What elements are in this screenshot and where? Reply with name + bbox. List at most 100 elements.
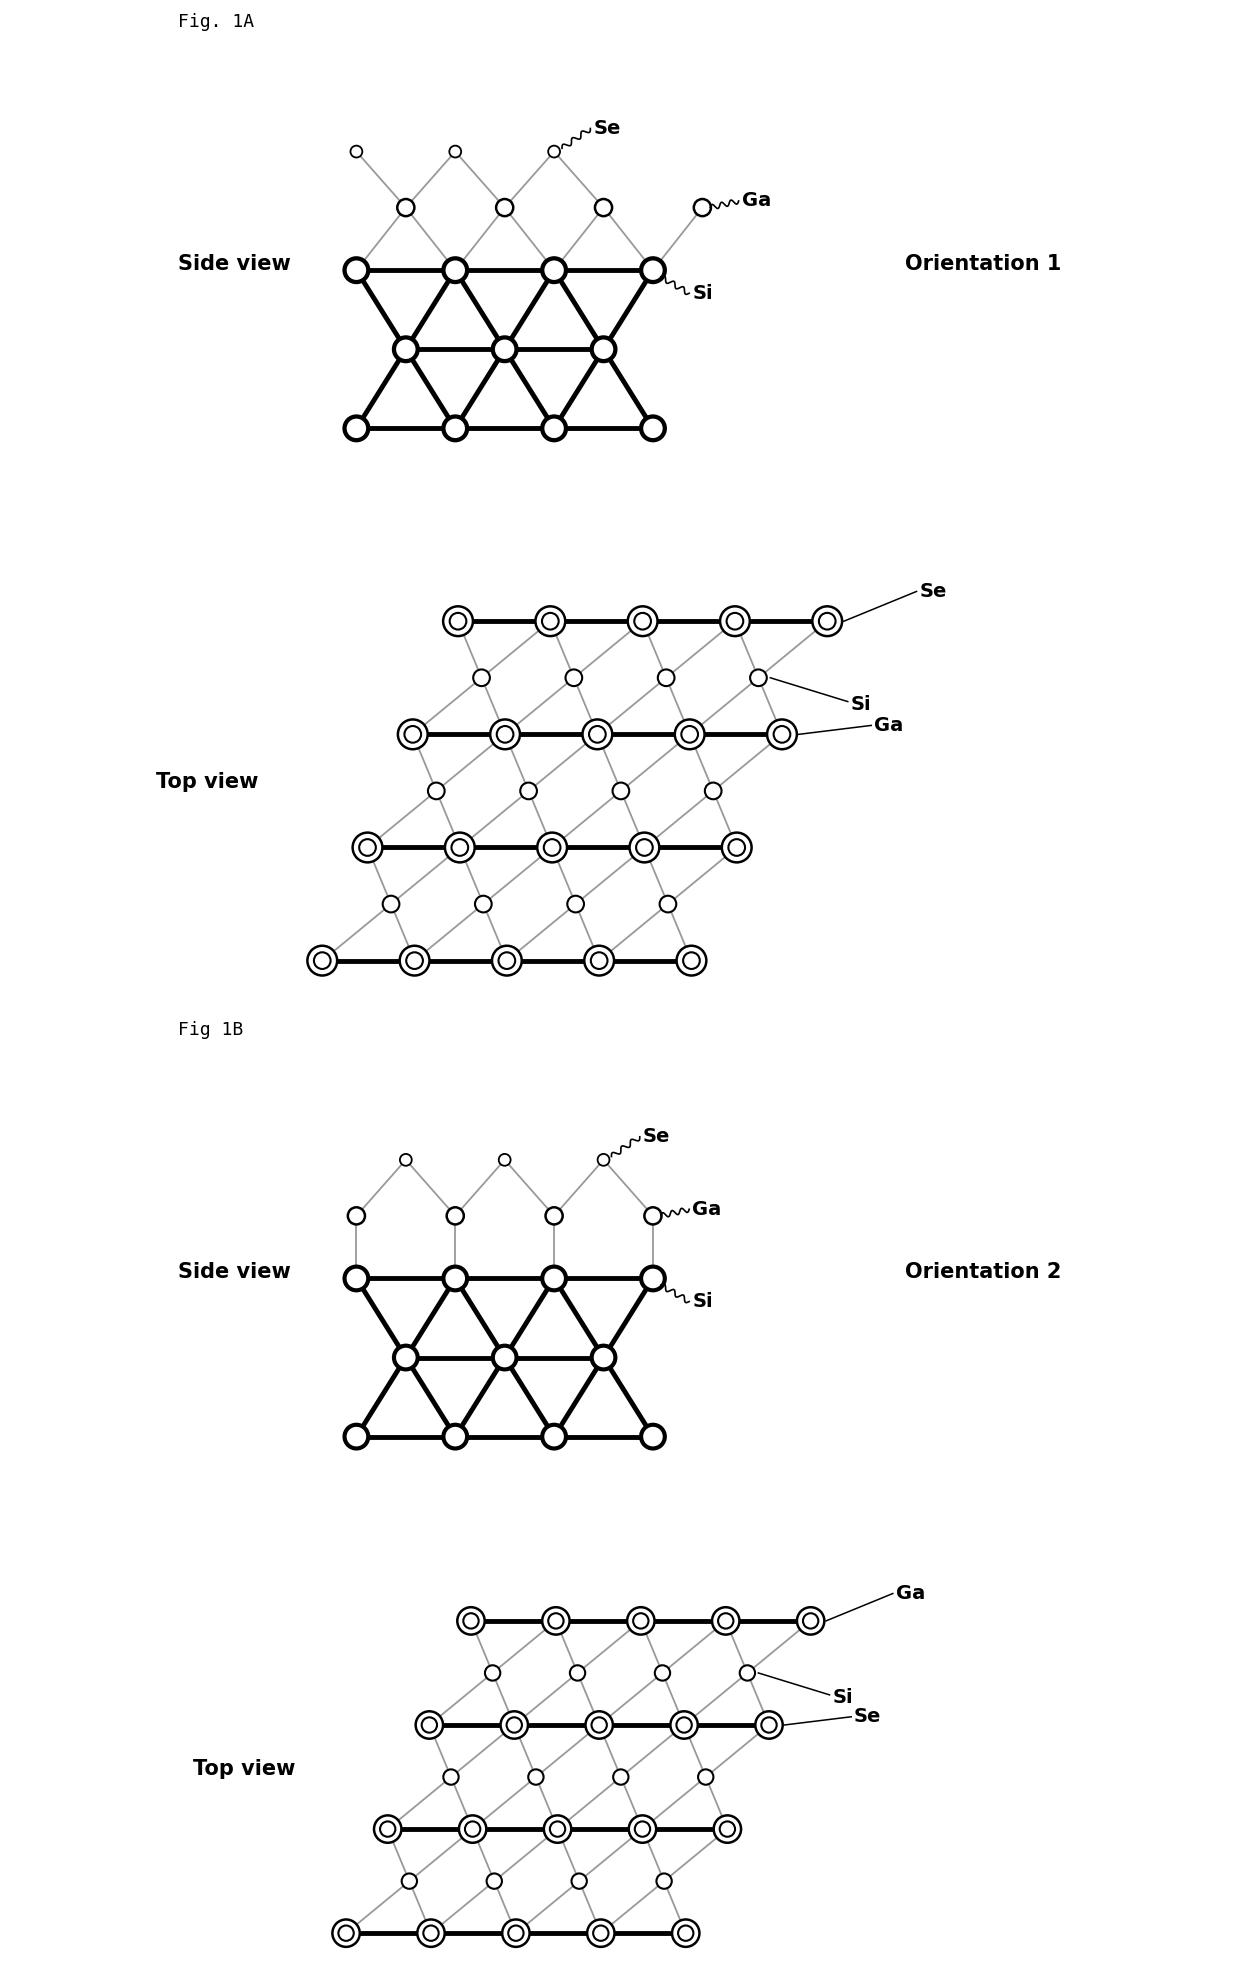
Circle shape: [465, 1821, 480, 1837]
Circle shape: [812, 607, 842, 637]
Circle shape: [308, 945, 337, 975]
Circle shape: [444, 1267, 467, 1291]
Circle shape: [446, 1208, 464, 1224]
Circle shape: [627, 1607, 655, 1635]
Circle shape: [374, 1815, 402, 1843]
Circle shape: [528, 1769, 543, 1785]
Circle shape: [585, 1712, 613, 1738]
Circle shape: [591, 1718, 606, 1732]
Circle shape: [475, 896, 492, 913]
Circle shape: [655, 1665, 670, 1680]
Circle shape: [339, 1926, 353, 1941]
Circle shape: [641, 1267, 665, 1291]
Circle shape: [351, 146, 362, 158]
Circle shape: [496, 200, 513, 215]
Circle shape: [542, 613, 559, 629]
Circle shape: [498, 1155, 511, 1166]
Text: Se: Se: [854, 1708, 882, 1726]
Circle shape: [627, 607, 657, 637]
Text: Ga: Ga: [895, 1584, 925, 1603]
Circle shape: [675, 720, 704, 749]
Circle shape: [613, 1769, 629, 1785]
Circle shape: [719, 1821, 735, 1837]
Circle shape: [548, 1613, 563, 1629]
Circle shape: [683, 953, 699, 969]
Circle shape: [613, 783, 629, 799]
Circle shape: [549, 1821, 565, 1837]
Circle shape: [546, 1208, 563, 1224]
Circle shape: [728, 838, 745, 856]
Circle shape: [542, 417, 565, 441]
Circle shape: [398, 720, 428, 749]
Circle shape: [593, 1926, 609, 1941]
Circle shape: [645, 1208, 661, 1224]
Circle shape: [636, 838, 652, 856]
Circle shape: [542, 1267, 565, 1291]
Circle shape: [444, 1769, 459, 1785]
Text: Side view: Side view: [179, 253, 291, 273]
Circle shape: [383, 896, 399, 913]
Circle shape: [404, 726, 422, 743]
Circle shape: [677, 945, 707, 975]
Text: Si: Si: [692, 285, 713, 302]
Circle shape: [464, 1613, 479, 1629]
Circle shape: [418, 1920, 445, 1947]
Text: Fig 1B: Fig 1B: [179, 1022, 244, 1040]
Circle shape: [542, 1425, 565, 1449]
Text: Side view: Side view: [179, 1261, 291, 1281]
Circle shape: [671, 1712, 698, 1738]
Circle shape: [635, 613, 651, 629]
Circle shape: [536, 607, 565, 637]
Circle shape: [332, 1920, 360, 1947]
Circle shape: [443, 607, 472, 637]
Text: Si: Si: [832, 1688, 853, 1706]
Circle shape: [544, 838, 560, 856]
Circle shape: [490, 720, 520, 749]
Circle shape: [720, 607, 750, 637]
Circle shape: [567, 896, 584, 913]
Circle shape: [407, 953, 423, 969]
Circle shape: [450, 613, 466, 629]
Circle shape: [656, 1874, 672, 1888]
Circle shape: [641, 1425, 665, 1449]
Circle shape: [507, 1718, 522, 1732]
Circle shape: [712, 1607, 739, 1635]
Circle shape: [428, 783, 445, 799]
Circle shape: [740, 1665, 755, 1680]
Circle shape: [345, 1267, 368, 1291]
Circle shape: [595, 200, 613, 215]
Circle shape: [444, 259, 467, 283]
Circle shape: [352, 832, 382, 862]
Text: Orientation 1: Orientation 1: [905, 253, 1061, 273]
Circle shape: [714, 1815, 742, 1843]
Circle shape: [502, 1920, 529, 1947]
Circle shape: [399, 1155, 412, 1166]
Text: Orientation 2: Orientation 2: [905, 1261, 1061, 1281]
Circle shape: [397, 200, 414, 215]
Circle shape: [750, 670, 766, 686]
Circle shape: [694, 200, 711, 215]
Text: Si: Si: [692, 1293, 713, 1311]
Circle shape: [394, 338, 418, 362]
Circle shape: [458, 1607, 485, 1635]
Circle shape: [345, 417, 368, 441]
Text: Fig. 1A: Fig. 1A: [179, 14, 254, 32]
Circle shape: [598, 1155, 609, 1166]
Circle shape: [492, 1346, 517, 1370]
Circle shape: [678, 1926, 693, 1941]
Circle shape: [590, 953, 608, 969]
Circle shape: [634, 1613, 649, 1629]
Text: Top view: Top view: [155, 771, 258, 793]
Circle shape: [399, 945, 429, 975]
Circle shape: [445, 832, 475, 862]
Circle shape: [459, 1815, 486, 1843]
Circle shape: [565, 670, 583, 686]
Text: Se: Se: [644, 1127, 671, 1147]
Circle shape: [641, 259, 665, 283]
Circle shape: [485, 1665, 500, 1680]
Circle shape: [486, 1874, 502, 1888]
Circle shape: [508, 1926, 523, 1941]
Circle shape: [542, 259, 565, 283]
Text: Ga: Ga: [692, 1200, 722, 1218]
Circle shape: [544, 1815, 572, 1843]
